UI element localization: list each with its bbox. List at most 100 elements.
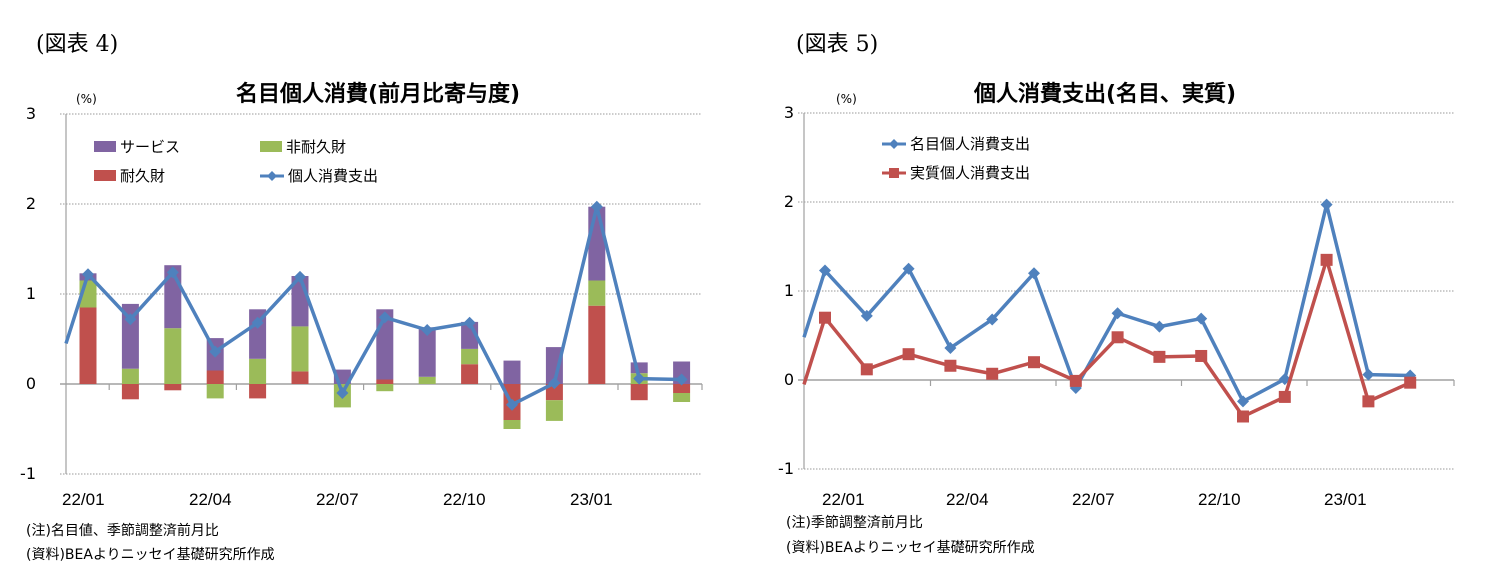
nondurable-bar <box>673 393 691 402</box>
square-line-icon <box>882 166 906 180</box>
square-marker <box>986 367 999 380</box>
square-marker <box>1362 395 1375 408</box>
diamond-marker <box>633 372 646 385</box>
diamond-marker <box>124 313 137 326</box>
legend-nondurable-label: 非耐久財 <box>286 138 347 156</box>
nondurable-bar <box>164 328 182 384</box>
diamond-marker <box>421 324 434 336</box>
left-ytick: 1 <box>25 284 36 303</box>
left-note: (注)名目値、季節調整済前月比 <box>26 523 219 539</box>
left-xtick: 22/04 <box>189 490 232 509</box>
services-swatch-icon <box>94 141 116 152</box>
diamond-marker <box>294 270 306 283</box>
right-xtick: 22/07 <box>1072 490 1115 509</box>
durable-bar <box>79 307 97 384</box>
legend-durable-label: 耐久財 <box>120 167 166 185</box>
legend-services: サービス <box>94 136 180 157</box>
services-bar <box>630 362 648 374</box>
durable-bar <box>461 364 479 384</box>
legend-nominal-label: 名目個人消費支出 <box>910 135 1031 153</box>
real-line <box>802 258 1411 419</box>
left-figure-label: (図表 4) <box>36 32 119 57</box>
right-xtick: 23/01 <box>1324 490 1367 509</box>
square-marker <box>1278 390 1291 403</box>
left-chart-title: 名目個人消費(前月比寄与度) <box>236 82 521 107</box>
right-ytick: 2 <box>783 192 794 211</box>
right-ytick: 3 <box>783 103 794 122</box>
square-marker <box>1320 253 1333 266</box>
total-line <box>64 204 682 407</box>
left-xtick: 22/07 <box>316 490 359 509</box>
nominal-line <box>802 202 1411 404</box>
right-plot-area <box>798 112 1455 470</box>
left-xtick: 22/10 <box>443 490 486 509</box>
legend-nondurable: 非耐久財 <box>260 136 346 157</box>
diamond-marker <box>1028 267 1040 280</box>
services-bar <box>588 206 606 281</box>
diamond-marker <box>548 377 561 390</box>
nondurable-bar <box>249 358 267 384</box>
services-bar <box>503 360 521 384</box>
diamond-marker <box>1153 320 1166 333</box>
right-note: (注)季節調整済前月比 <box>786 515 923 531</box>
nondurable-bar <box>376 384 394 392</box>
durable-bar <box>164 384 182 391</box>
diamond-marker <box>590 200 603 213</box>
left-unit-label: (%) <box>76 92 97 106</box>
legend-real: 実質個人消費支出 <box>882 162 1030 183</box>
nondurable-bar <box>291 326 309 372</box>
diamond-marker <box>1195 312 1208 325</box>
left-ytick: 2 <box>25 194 36 213</box>
diamond-marker <box>1278 373 1291 386</box>
durable-bar <box>630 384 648 401</box>
right-ytick: -1 <box>778 459 794 478</box>
durable-bar <box>249 384 267 399</box>
right-chart-panel: (図表 5) 個人消費支出(名目、実質) (%) 3 2 1 0 -1 名目個人… <box>760 0 1487 587</box>
square-marker <box>1237 410 1249 423</box>
right-xtick: 22/04 <box>946 490 989 509</box>
square-marker <box>860 363 873 376</box>
durable-bar <box>291 371 309 384</box>
left-xtick: 22/01 <box>62 490 105 509</box>
nondurable-swatch-icon <box>260 141 282 152</box>
diamond-marker <box>1320 198 1333 211</box>
square-marker <box>1028 356 1040 369</box>
diamond-marker <box>336 387 349 399</box>
left-plot-area <box>60 113 703 475</box>
nondurable-bar <box>545 400 563 421</box>
diamond-marker <box>378 311 391 324</box>
right-ytick: 0 <box>783 370 794 389</box>
right-chart-title: 個人消費支出(名目、実質) <box>974 82 1237 107</box>
right-ytick: 1 <box>783 281 794 300</box>
durable-bar <box>376 379 394 384</box>
services-bar <box>545 347 563 384</box>
diamond-marker <box>251 316 264 329</box>
diamond-marker <box>166 266 179 279</box>
services-bar <box>418 327 436 377</box>
nondurable-bar <box>418 376 436 384</box>
right-xtick: 22/01 <box>822 490 865 509</box>
diamond-line-icon <box>260 169 284 183</box>
legend-services-label: サービス <box>120 138 181 156</box>
legend-total: 個人消費支出 <box>260 165 378 186</box>
left-xtick: 23/01 <box>570 490 613 509</box>
durable-bar <box>673 384 691 393</box>
left-ytick: -1 <box>20 464 36 483</box>
diamond-marker <box>209 345 222 358</box>
left-source: (資料)BEAよりニッセイ基礎研究所作成 <box>26 547 275 563</box>
square-marker <box>819 311 831 324</box>
nondurable-bar <box>206 384 224 399</box>
square-marker <box>944 359 957 372</box>
diamond-marker <box>819 264 831 277</box>
diamond-marker <box>944 341 957 354</box>
diamond-marker <box>675 373 688 386</box>
diamond-line-icon <box>882 137 906 151</box>
square-marker <box>1111 331 1124 344</box>
legend-durable: 耐久財 <box>94 165 165 186</box>
nondurable-bar <box>121 368 139 384</box>
left-ytick: 3 <box>25 104 36 123</box>
diamond-marker <box>1362 368 1375 381</box>
right-unit-label: (%) <box>836 92 857 106</box>
nondurable-bar <box>503 420 521 429</box>
diamond-marker <box>1111 307 1124 320</box>
